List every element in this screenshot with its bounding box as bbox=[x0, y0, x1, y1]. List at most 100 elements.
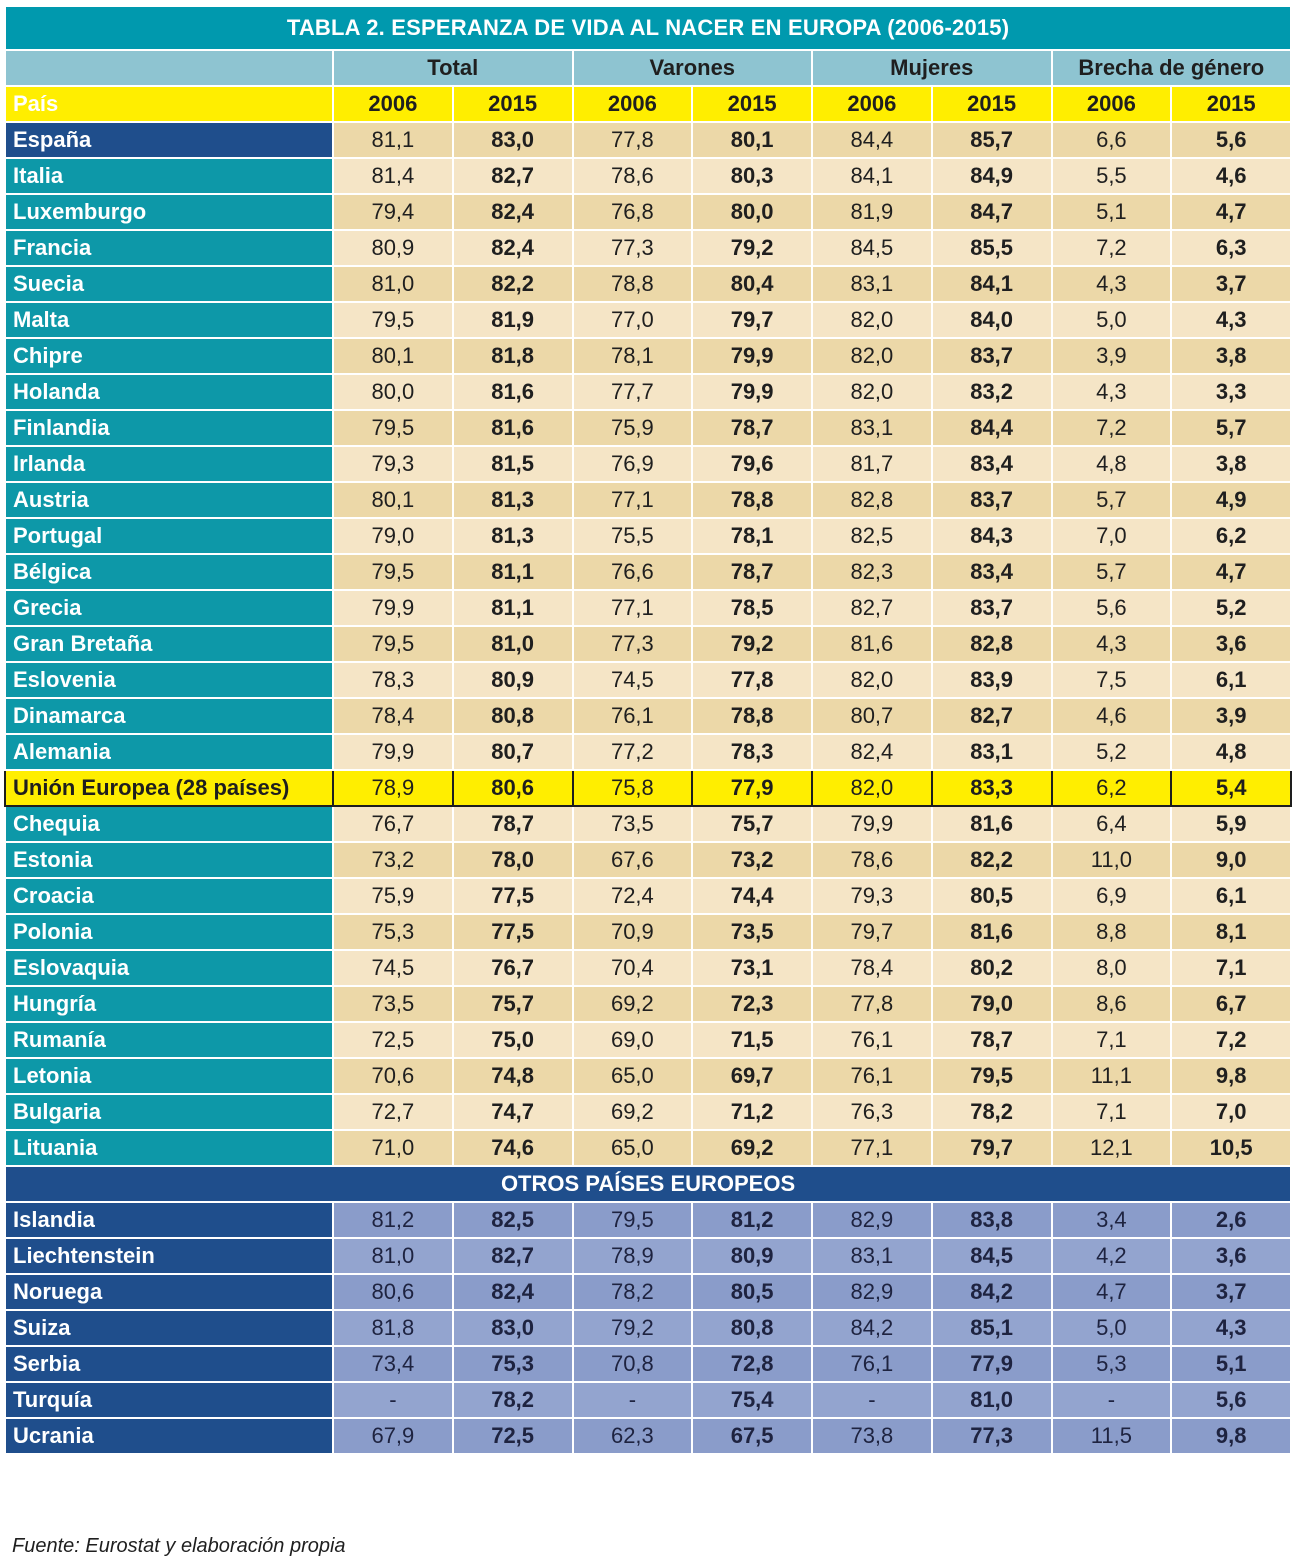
total-2006-cell: 80,9 bbox=[332, 229, 454, 267]
men-2006-cell: 77,3 bbox=[571, 625, 694, 663]
table-row: Letonia 70,6 74,8 65,0 69,7 76,1 79,5 11,1 9,8 bbox=[4, 1057, 1293, 1095]
total-2006-cell: 71,0 bbox=[332, 1129, 454, 1167]
gap-2006-cell: 11,1 bbox=[1050, 1057, 1173, 1095]
total-2015-cell: 81,6 bbox=[451, 409, 574, 447]
women-2006-cell: 82,7 bbox=[811, 589, 933, 627]
women-2015-cell: 83,7 bbox=[930, 337, 1053, 375]
country-name-cell: Luxemburgo bbox=[4, 193, 334, 231]
total-2015-cell: 81,1 bbox=[451, 553, 574, 591]
total-2015-cell: 81,9 bbox=[451, 301, 574, 339]
gap-2006-cell: 7,0 bbox=[1050, 517, 1173, 555]
men-2015-cell: 69,2 bbox=[691, 1129, 813, 1167]
country-name-cell: Polonia bbox=[4, 913, 334, 951]
men-2015-cell: 79,6 bbox=[691, 445, 813, 483]
women-2015-cell: 83,1 bbox=[930, 733, 1053, 771]
women-2006-cell: 82,0 bbox=[811, 769, 933, 807]
total-2006-cell: 73,2 bbox=[332, 841, 454, 879]
gap-2015-cell: 5,6 bbox=[1170, 121, 1293, 159]
gap-2015-cell: 6,3 bbox=[1170, 229, 1293, 267]
women-2006-cell: 84,1 bbox=[811, 157, 933, 195]
total-2015-cell: 81,1 bbox=[451, 589, 574, 627]
men-2006-cell: 77,0 bbox=[571, 301, 694, 339]
women-2006-cell: 78,6 bbox=[811, 841, 933, 879]
men-2015-cell: 67,5 bbox=[691, 1417, 813, 1455]
country-name-cell: Gran Bretaña bbox=[4, 625, 334, 663]
gap-2006-cell: 5,7 bbox=[1050, 553, 1173, 591]
total-2015-cell: 80,9 bbox=[451, 661, 574, 699]
gap-2006-cell: 5,3 bbox=[1050, 1345, 1173, 1383]
total-2006-cell: 80,6 bbox=[332, 1273, 454, 1311]
table-row: Eslovaquia 74,5 76,7 70,4 73,1 78,4 80,2 8,0 7,1 bbox=[4, 949, 1293, 987]
country-name-cell: Irlanda bbox=[4, 445, 334, 483]
gap-2006-cell: 8,0 bbox=[1050, 949, 1173, 987]
country-name-cell: Bélgica bbox=[4, 553, 334, 591]
men-2006-cell: 74,5 bbox=[571, 661, 694, 699]
total-2006-cell: 81,2 bbox=[332, 1201, 454, 1239]
women-2006-cell: 82,0 bbox=[811, 373, 933, 411]
women-2015-cell: 77,9 bbox=[930, 1345, 1053, 1383]
men-2015-cell: 80,5 bbox=[691, 1273, 813, 1311]
country-name-cell: Dinamarca bbox=[4, 697, 334, 735]
total-2015-cell: 78,2 bbox=[451, 1381, 574, 1419]
table-row: Irlanda 79,3 81,5 76,9 79,6 81,7 83,4 4,8 3,8 bbox=[4, 445, 1293, 483]
table-row: Estonia 73,2 78,0 67,6 73,2 78,6 82,2 11,0 9,0 bbox=[4, 841, 1293, 879]
country-name-cell: Rumanía bbox=[4, 1021, 334, 1059]
total-2006-cell: 72,5 bbox=[332, 1021, 454, 1059]
country-name-cell: Letonia bbox=[4, 1057, 334, 1095]
women-2015-cell: 83,7 bbox=[930, 481, 1053, 519]
total-2006-cell: 79,5 bbox=[332, 553, 454, 591]
others-section: OTROS PAÍSES EUROPEOS bbox=[3, 1165, 1293, 1203]
women-2015-cell: 81,6 bbox=[930, 805, 1053, 843]
women-2015-cell: 83,9 bbox=[930, 661, 1053, 699]
women-2006-cell: 82,4 bbox=[811, 733, 933, 771]
women-2006-cell: 77,8 bbox=[811, 985, 933, 1023]
men-2015-cell: 71,2 bbox=[691, 1093, 813, 1131]
men-2006-cell: 72,4 bbox=[571, 877, 694, 915]
country-name-cell: Portugal bbox=[4, 517, 334, 555]
total-2015-cell: 77,5 bbox=[451, 913, 574, 951]
women-2006-cell: 79,7 bbox=[811, 913, 933, 951]
group-header-row: Total Varones Mujeres Brecha de género bbox=[4, 49, 1293, 87]
gap-2006-cell: 7,1 bbox=[1050, 1021, 1173, 1059]
table-row: Chipre 80,1 81,8 78,1 79,9 82,0 83,7 3,9 3,8 bbox=[4, 337, 1293, 375]
women-2006-cell: 82,3 bbox=[811, 553, 933, 591]
women-2006-cell: 84,4 bbox=[811, 121, 933, 159]
gap-2006-cell: 4,2 bbox=[1050, 1237, 1173, 1275]
gap-2006-cell: 12,1 bbox=[1050, 1129, 1173, 1167]
women-2006-cell: 76,1 bbox=[811, 1345, 933, 1383]
table-row: Alemania 79,9 80,7 77,2 78,3 82,4 83,1 5,2 4,8 bbox=[4, 733, 1293, 771]
table-row: Liechtenstein 81,0 82,7 78,9 80,9 83,1 84,5 4,2… bbox=[4, 1237, 1293, 1275]
men-2015-cell: 75,7 bbox=[691, 805, 813, 843]
gap-2015-cell: 3,7 bbox=[1170, 1273, 1293, 1311]
men-2006-cell: 77,1 bbox=[571, 481, 694, 519]
gap-2015-cell: 4,8 bbox=[1170, 733, 1293, 771]
table-row: Eslovenia 78,3 80,9 74,5 77,8 82,0 83,9 7,5 6,1 bbox=[4, 661, 1293, 699]
year-header-row: País 2006 2015 2006 2015 2006 2015 2006 … bbox=[4, 85, 1293, 123]
men-2015-cell: 69,7 bbox=[691, 1057, 813, 1095]
gap-2015-cell: 4,3 bbox=[1170, 301, 1293, 339]
men-2015-cell: 80,9 bbox=[691, 1237, 813, 1275]
gap-2006-cell: 6,4 bbox=[1050, 805, 1173, 843]
women-2015-cell: 84,5 bbox=[930, 1237, 1053, 1275]
men-2015-cell: 80,4 bbox=[691, 265, 813, 303]
country-column-header: País bbox=[4, 85, 334, 123]
country-name-cell: Francia bbox=[4, 229, 334, 267]
women-2006-cell: 80,7 bbox=[811, 697, 933, 735]
men-2006-cell: 70,4 bbox=[571, 949, 694, 987]
country-name-cell: Ucrania bbox=[4, 1417, 334, 1455]
table-row: Grecia 79,9 81,1 77,1 78,5 82,7 83,7 5,6 5,2 bbox=[4, 589, 1293, 627]
women-2006-cell: 79,3 bbox=[811, 877, 933, 915]
women-2006-cell: 82,9 bbox=[811, 1273, 933, 1311]
women-2015-cell: 78,7 bbox=[930, 1021, 1053, 1059]
total-2006-cell: 73,5 bbox=[332, 985, 454, 1023]
year-header: 2015 bbox=[930, 85, 1053, 123]
gap-2015-cell: 3,9 bbox=[1170, 697, 1293, 735]
total-2006-cell: 75,9 bbox=[332, 877, 454, 915]
total-2006-cell: 74,5 bbox=[332, 949, 454, 987]
total-2015-cell: 82,5 bbox=[451, 1201, 574, 1239]
men-2015-cell: 79,9 bbox=[691, 337, 813, 375]
gap-2006-cell: 6,2 bbox=[1050, 769, 1173, 807]
country-name-cell: Unión Europea (28 países) bbox=[4, 769, 334, 807]
total-2015-cell: 74,6 bbox=[451, 1129, 574, 1167]
table-row: Unión Europea (28 países) 78,9 80,6 75,8 77,… bbox=[4, 769, 1293, 807]
